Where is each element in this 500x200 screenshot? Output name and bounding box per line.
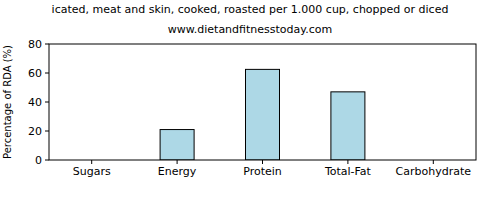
y-tick-label: 20 — [28, 125, 42, 138]
bar — [331, 92, 365, 160]
y-tick-label: 60 — [28, 67, 42, 80]
x-tick — [433, 160, 434, 164]
bar — [160, 130, 194, 160]
x-tick — [177, 160, 178, 164]
y-tick — [45, 102, 49, 103]
x-tick-label: Total-Fat — [324, 165, 372, 178]
bars — [160, 69, 365, 160]
x-tick-label: Protein — [243, 165, 282, 178]
x-tick-label: Sugars — [73, 165, 111, 178]
y-tick-label: 40 — [28, 96, 42, 109]
bar — [246, 69, 280, 160]
x-tick-label: Carbohydrate — [396, 165, 472, 178]
y-tick-label: 80 — [28, 38, 42, 51]
y-tick — [45, 131, 49, 132]
subtitle: www.dietandfitnesstoday.com — [168, 23, 332, 36]
y-tick — [45, 44, 49, 45]
x-tick-label: Energy — [158, 165, 197, 178]
y-tick — [45, 73, 49, 74]
chart: icated, meat and skin, cooked, roasted p… — [0, 0, 500, 200]
y-label: Percentage of RDA (%) — [2, 45, 13, 159]
x-tick — [347, 160, 348, 164]
title: icated, meat and skin, cooked, roasted p… — [52, 3, 449, 16]
y-tick-label: 0 — [35, 154, 42, 167]
x-tick — [262, 160, 263, 164]
plot-frame — [49, 44, 476, 160]
y-tick — [45, 160, 49, 161]
x-tick — [91, 160, 92, 164]
